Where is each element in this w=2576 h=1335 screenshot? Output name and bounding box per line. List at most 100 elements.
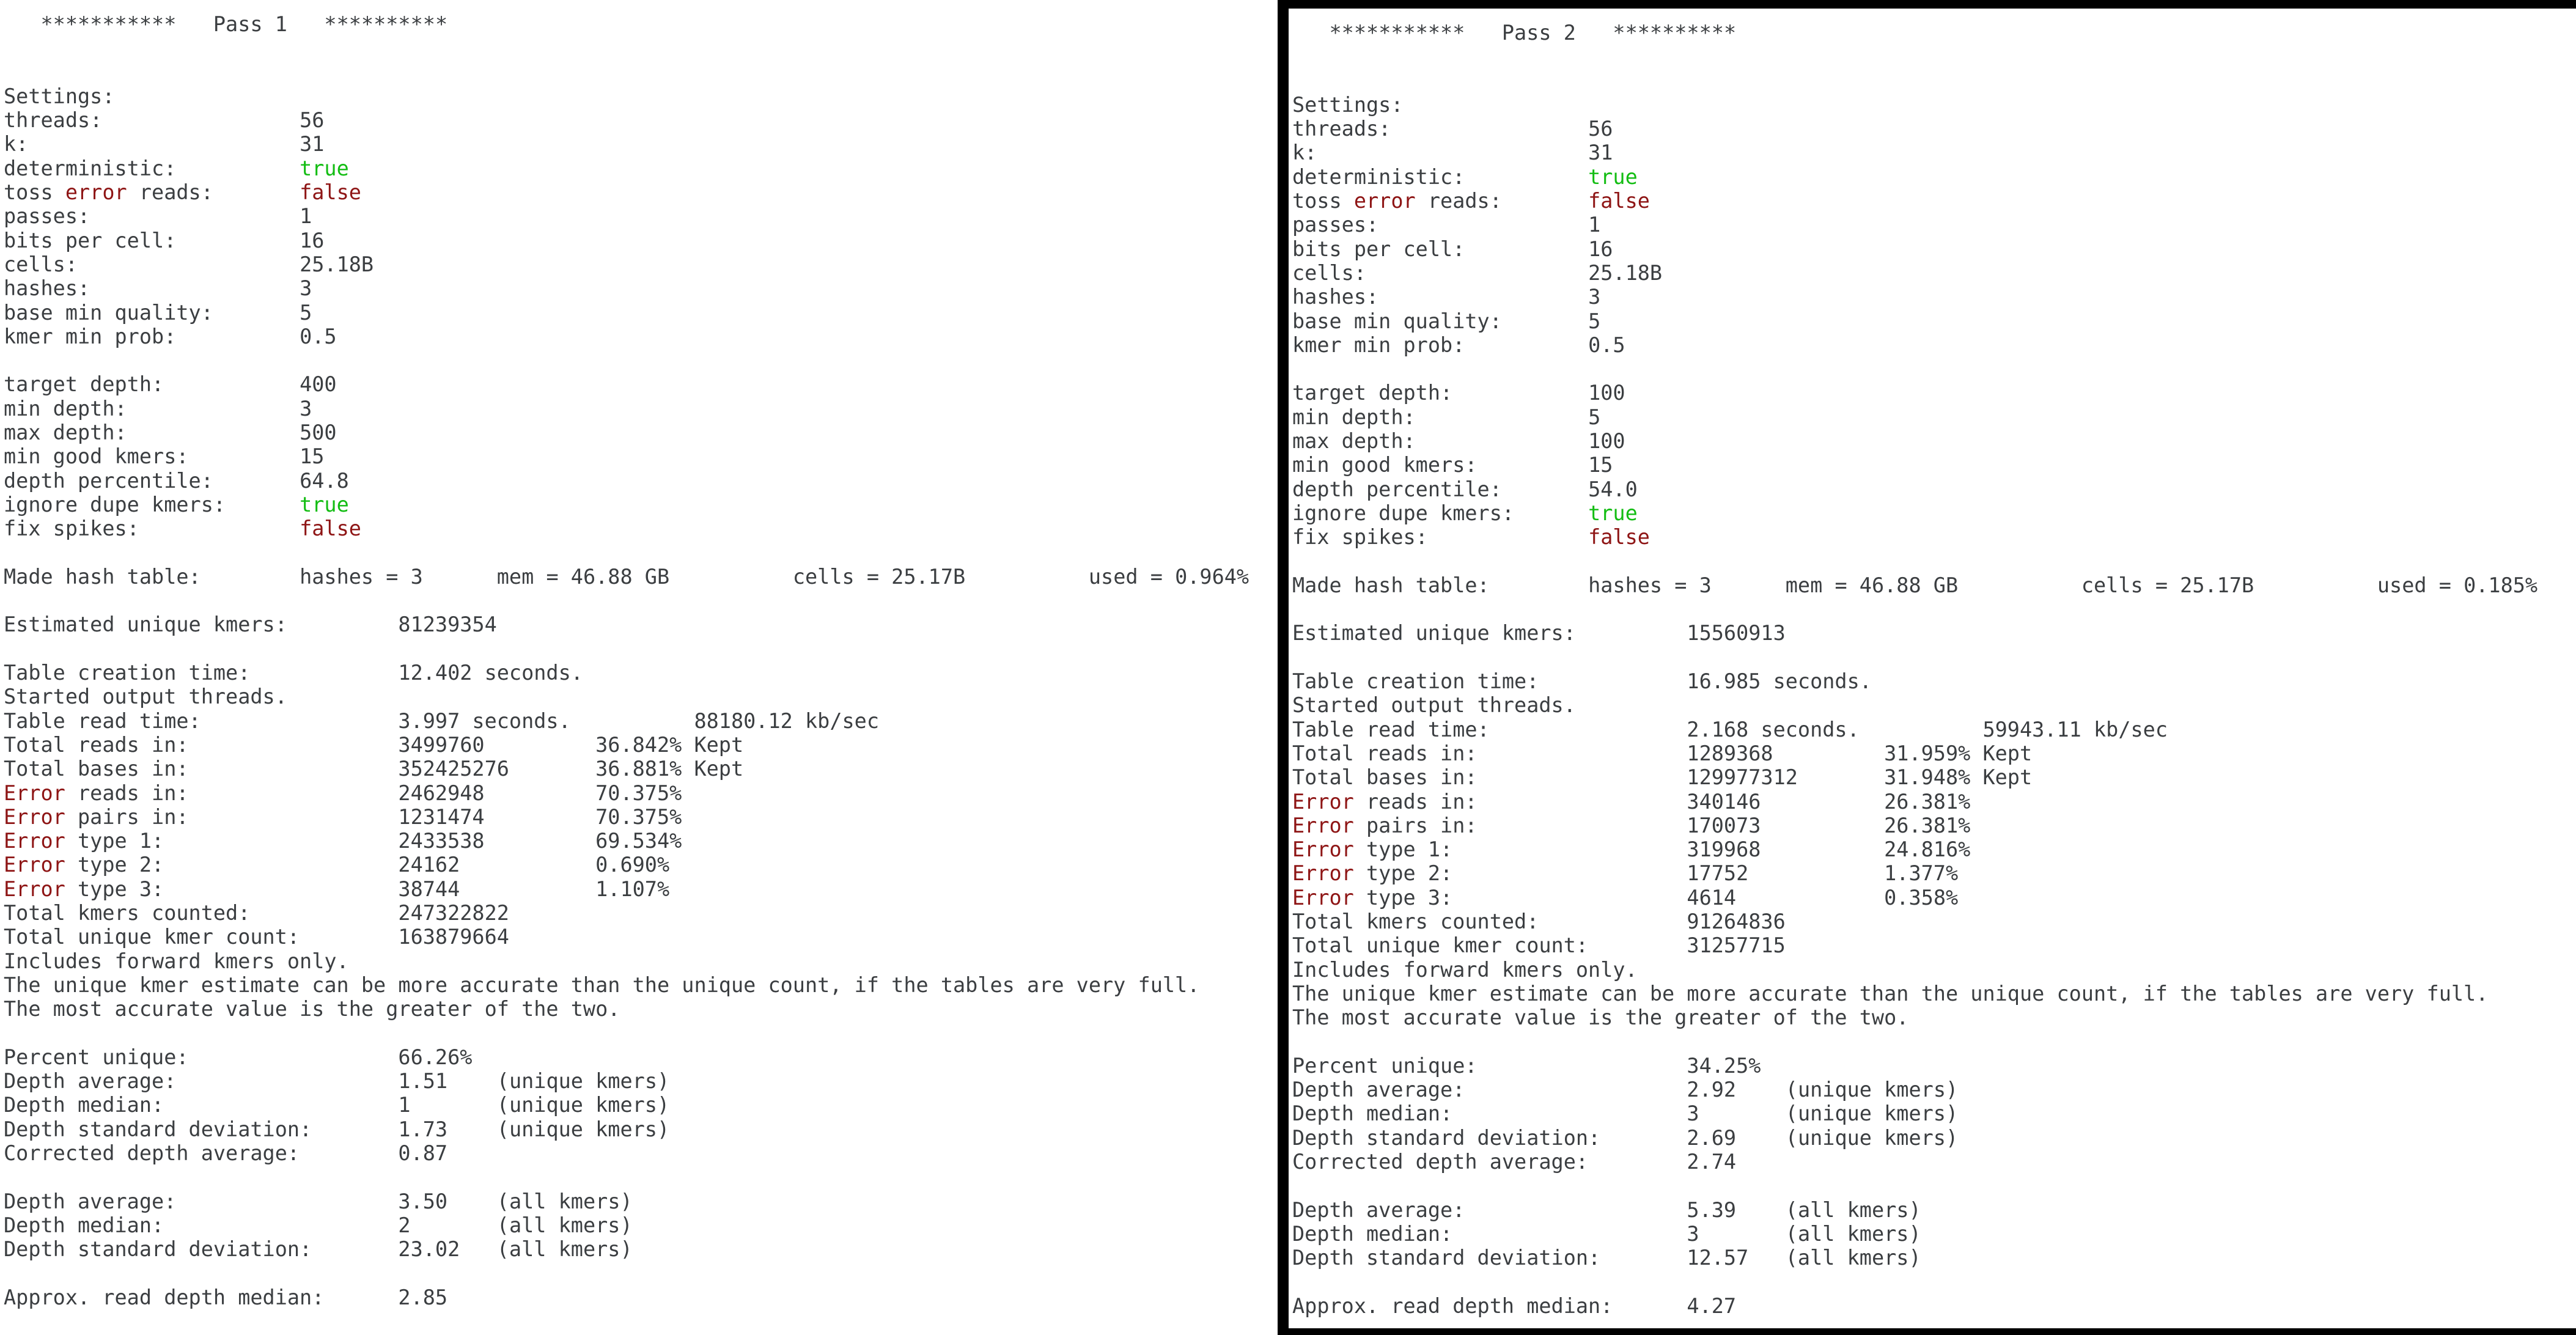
terminal-text: Table read time:: [1292, 717, 1490, 741]
terminal-text: 31.948% Kept: [1884, 765, 2033, 790]
terminal-text: 170073: [1687, 813, 1761, 837]
terminal-line: fix spikes: false: [4, 517, 1278, 540]
terminal-text: 2.85: [398, 1285, 448, 1309]
terminal-line: threads: 56: [4, 108, 1278, 132]
terminal-text: Started output threads.: [4, 685, 287, 709]
terminal-line: bits per cell: 16: [4, 229, 1278, 252]
terminal-text: The unique kmer estimate can be more acc…: [4, 973, 1200, 997]
terminal-text: 17752: [1687, 861, 1749, 886]
terminal-line: Table creation time: 12.402 seconds.: [4, 661, 1278, 685]
terminal-text: 56: [300, 108, 325, 133]
terminal-text: 1231474: [398, 804, 485, 829]
terminal-window-pass2[interactable]: *********** Pass 2 ********** Settings: t…: [1278, 0, 2576, 1335]
terminal-line: base min quality: 5: [4, 301, 1278, 325]
terminal-line: Corrected depth average: 0.87: [4, 1141, 1278, 1165]
terminal-text: Settings:: [4, 84, 115, 108]
terminal-line: Total reads in: 1289368 31.959% Kept: [1292, 741, 2576, 765]
terminal-line: kmer min prob: 0.5: [4, 325, 1278, 348]
terminal-text: threads:: [4, 108, 103, 133]
terminal-line: Includes forward kmers only.: [1292, 958, 2576, 982]
terminal-text: hashes:: [4, 276, 90, 301]
terminal-output-pass2: *********** Pass 2 ********** Settings: t…: [1289, 9, 2576, 1318]
terminal-line: [4, 1021, 1278, 1045]
terminal-line: Total kmers counted: 91264836: [1292, 910, 2576, 933]
terminal-window-pass1[interactable]: *********** Pass 1 ********** Settings: t…: [0, 0, 1278, 1335]
terminal-text: 31257715: [1687, 933, 1786, 958]
terminal-text: base min quality:: [1292, 309, 1502, 333]
terminal-text: 1: [1588, 213, 1601, 237]
terminal-text: passes:: [4, 204, 90, 229]
terminal-text: used = 0.964%: [1088, 564, 1249, 589]
error-text: false: [1588, 189, 1650, 213]
terminal-line: Error pairs in: 1231474 70.375%: [4, 805, 1278, 829]
terminal-line: Error reads in: 340146 26.381%: [1292, 790, 2576, 814]
terminal-line: [4, 1165, 1278, 1189]
terminal-text: (unique kmers): [496, 1093, 670, 1117]
terminal-text: 5: [1588, 309, 1601, 333]
terminal-text: The most accurate value is the greater o…: [1292, 1006, 1909, 1030]
terminal-text: threads:: [1292, 117, 1391, 141]
terminal-text: 31: [1588, 141, 1613, 165]
terminal-text: min good kmers:: [1292, 453, 1478, 477]
terminal-text: deterministic:: [4, 156, 177, 180]
terminal-line: Started output threads.: [4, 685, 1278, 708]
terminal-text: Depth average:: [4, 1069, 177, 1094]
error-text: Error: [1292, 885, 1354, 910]
terminal-text: 16.985 seconds.: [1687, 669, 1872, 694]
terminal-line: Depth average: 1.51 (unique kmers): [4, 1069, 1278, 1093]
terminal-text: k:: [4, 132, 29, 156]
terminal-line: Error pairs in: 170073 26.381%: [1292, 814, 2576, 837]
terminal-text: 23.02: [398, 1237, 460, 1262]
error-text: false: [300, 517, 361, 541]
terminal-line: Error type 2: 17752 1.377%: [1292, 861, 2576, 885]
terminal-text: 340146: [1687, 789, 1761, 814]
terminal-text: Percent unique:: [1292, 1053, 1478, 1078]
error-text: Error: [4, 877, 65, 901]
terminal-line: k: 31: [4, 132, 1278, 156]
terminal-text: 3: [1687, 1101, 1699, 1126]
terminal-text: k:: [1292, 141, 1317, 165]
terminal-text: Depth standard deviation:: [4, 1237, 312, 1262]
terminal-line: ignore dupe kmers: true: [4, 493, 1278, 517]
terminal-text: Depth median:: [1292, 1101, 1453, 1126]
terminal-line: max depth: 100: [1292, 429, 2576, 453]
terminal-text: 5: [1588, 405, 1601, 429]
terminal-line: Made hash table: hashes = 3 mem = 46.88 …: [1292, 573, 2576, 597]
terminal-text: 2.168 seconds.: [1687, 717, 1860, 741]
terminal-text: max depth:: [1292, 429, 1416, 454]
error-text: Error: [4, 829, 65, 853]
terminal-text: pairs in:: [65, 804, 189, 829]
terminal-text: 129977312: [1687, 765, 1798, 790]
terminal-text: 88180.12 kb/sec: [694, 708, 879, 733]
terminal-text: Pass 1: [213, 12, 287, 36]
terminal-text: reads in:: [65, 781, 189, 805]
terminal-line: Depth median: 1 (unique kmers): [4, 1093, 1278, 1117]
terminal-text: ignore dupe kmers:: [4, 492, 226, 517]
terminal-text: 34.25%: [1687, 1053, 1761, 1078]
terminal-text: Total kmers counted:: [4, 900, 251, 925]
terminal-text: 56: [1588, 117, 1613, 141]
terminal-line: The unique kmer estimate can be more acc…: [4, 973, 1278, 997]
terminal-text: 1.377%: [1884, 861, 1959, 886]
terminal-line: [4, 61, 1278, 84]
terminal-text: 0.690%: [595, 853, 670, 877]
terminal-line: Corrected depth average: 2.74: [1292, 1150, 2576, 1174]
terminal-text: (all kmers): [1785, 1246, 1921, 1270]
terminal-line: depth percentile: 64.8: [4, 469, 1278, 493]
terminal-line: [4, 36, 1278, 60]
terminal-output-pass1: *********** Pass 1 ********** Settings: t…: [0, 0, 1278, 1309]
terminal-text: The unique kmer estimate can be more acc…: [1292, 981, 2489, 1006]
terminal-text: hashes = 3: [300, 564, 423, 589]
terminal-text: cells:: [1292, 260, 1367, 285]
terminal-line: Total bases in: 352425276 36.881% Kept: [4, 757, 1278, 781]
error-text: Error: [1292, 861, 1354, 886]
terminal-line: Estimated unique kmers: 15560913: [1292, 621, 2576, 645]
flag-true-text: true: [1588, 501, 1638, 525]
terminal-text: Percent unique:: [4, 1045, 189, 1069]
terminal-text: hashes = 3: [1588, 573, 1712, 597]
terminal-line: ignore dupe kmers: true: [1292, 501, 2576, 525]
terminal-text: Pass 2: [1501, 21, 1576, 45]
terminal-text: 15560913: [1687, 621, 1786, 645]
terminal-line: base min quality: 5: [1292, 309, 2576, 333]
terminal-line: Depth median: 3 (unique kmers): [1292, 1101, 2576, 1125]
